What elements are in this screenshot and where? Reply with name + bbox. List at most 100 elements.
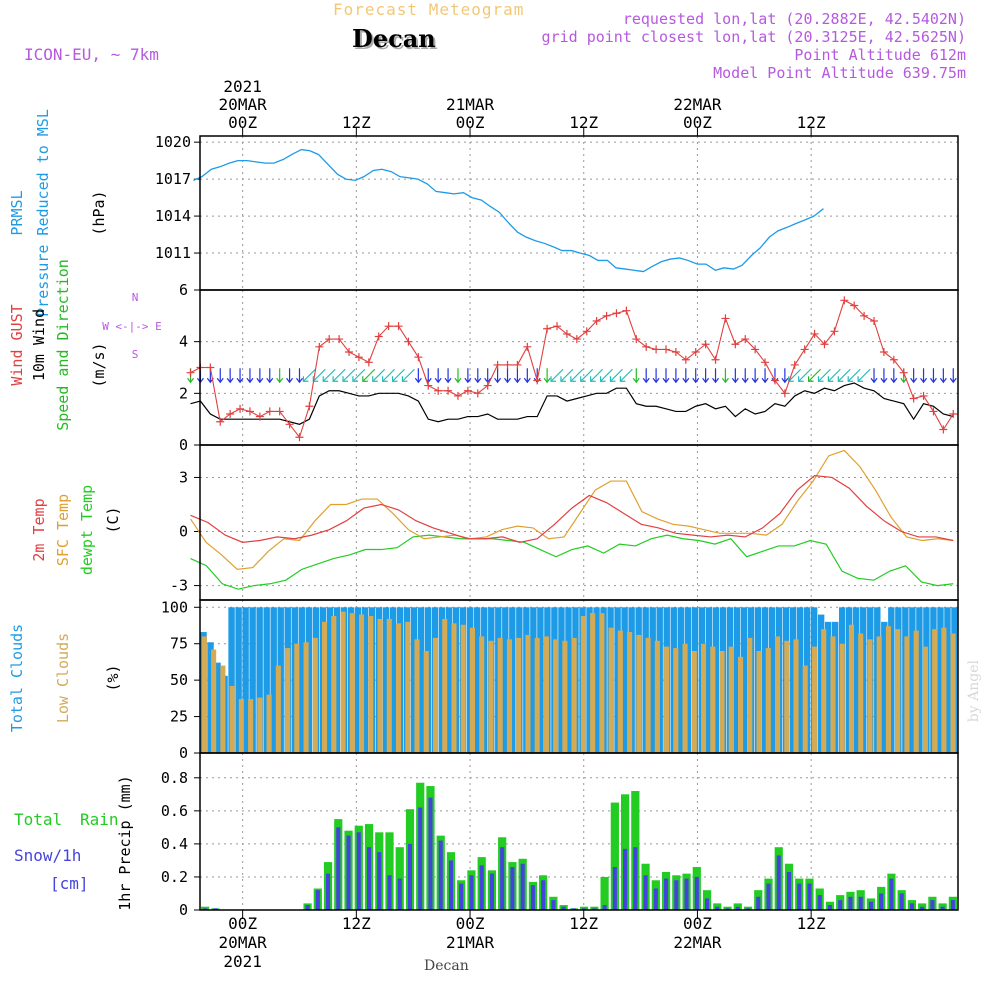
footer-location: Decan (424, 958, 469, 974)
pressure-tick-label: 1014 (155, 207, 191, 225)
gust-point (671, 348, 680, 356)
wind-tick-label: 2 (179, 384, 188, 402)
low-cloud-bar (414, 639, 420, 753)
wind-direction-arrow (570, 368, 584, 382)
rain-bar (713, 903, 722, 910)
snow-bar (920, 906, 925, 910)
wind-direction-arrowhead (216, 377, 224, 384)
gust-point (939, 425, 948, 434)
wind-direction-arrowhead (266, 377, 274, 384)
wind-direction-arrowhead (870, 377, 878, 384)
low-cloud-bar (654, 640, 660, 753)
gust-point (731, 340, 740, 349)
gust-point (345, 348, 354, 356)
total-cloud-bar (677, 607, 684, 753)
time-tick-label-bottom: 00Z (683, 914, 712, 933)
gust-point (444, 386, 453, 395)
precip-tick-label: 0.4 (161, 835, 188, 853)
low-cloud-bar (460, 624, 466, 753)
low-cloud-bar (322, 621, 328, 753)
wind-direction-arrowhead (382, 376, 388, 382)
gust-point (404, 337, 413, 346)
gust-point (473, 389, 482, 398)
snow-bar (858, 896, 863, 910)
total-cloud-bar (305, 607, 312, 753)
total-cloud-bar (768, 607, 776, 753)
sfc-temp-label: SFC Temp (54, 494, 72, 566)
snow-bar (653, 888, 658, 910)
snow-bar (612, 867, 617, 910)
low-cloud-bar (774, 636, 781, 753)
wind-direction-arrowhead (236, 377, 244, 384)
snow-bar (848, 896, 853, 910)
total-cloud-bar (796, 607, 804, 753)
snow-bar (448, 860, 454, 910)
rain-bar (610, 802, 619, 910)
wind-direction-arrowhead (652, 377, 660, 384)
total-cloud-bar (382, 607, 390, 753)
total-cloud-bar (565, 607, 572, 753)
wind-direction-arrowhead (920, 377, 928, 384)
snow-unit: [cm] (50, 874, 89, 893)
time-tick-label-bottom: 12Z (342, 914, 371, 933)
gust-point (632, 335, 641, 344)
precip-unit: 1hr Precip (mm) (116, 775, 134, 910)
wind-label: 10m Wind (30, 309, 48, 381)
cloud-tick-label: 100 (161, 598, 188, 616)
wind-direction-arrowhead (847, 376, 854, 382)
low-cloud-bar (294, 643, 300, 753)
snow-bar (674, 880, 679, 910)
gust-point (711, 355, 720, 364)
low-cloud-bar (932, 629, 938, 753)
total-cloud-bar (824, 621, 832, 753)
cloud-tick-label: 25 (170, 708, 188, 726)
wind-direction-arrowhead (543, 377, 551, 384)
snow-bar (520, 863, 525, 910)
wind-direction-arrowhead (286, 377, 294, 384)
gust-point (384, 322, 393, 331)
wind-gust-line (190, 299, 954, 439)
low-cloud-bar (303, 642, 309, 753)
snow-bar (561, 906, 566, 910)
low-cloud-bar (442, 618, 448, 753)
low-cloud-bar (904, 636, 910, 753)
wind-direction-arrowhead (817, 376, 824, 382)
low-cloud-bar (811, 646, 818, 753)
low-cloud-bar (627, 632, 633, 753)
wind-direction-arrowhead (731, 377, 739, 384)
low-cloud-bar (645, 637, 651, 753)
date-label-top: 20MAR (219, 95, 268, 114)
total-cloud-bar (881, 621, 888, 753)
low-cloud-bar (682, 643, 688, 753)
wind-tick-label: 0 (179, 436, 188, 454)
wind-direction-arrowhead (632, 377, 640, 384)
total-cloud-bar (937, 607, 944, 753)
low-cloud-bar (331, 616, 337, 753)
gust-point (790, 360, 799, 369)
wind-direction-arrowhead (692, 377, 700, 384)
pressure-label: PRMSL (8, 190, 26, 235)
gust-point (275, 407, 284, 416)
gust-point (354, 353, 363, 362)
low-cloud-bar (405, 621, 411, 753)
low-cloud-bar (867, 639, 873, 753)
snow-bar (684, 878, 689, 910)
snow-bar (489, 873, 494, 910)
precip-tick-label: 0 (179, 901, 188, 919)
gust-point (186, 368, 195, 377)
total-cloud-bar (789, 607, 797, 753)
total-cloud-bar (649, 607, 656, 753)
wind-direction-arrowhead (434, 377, 442, 384)
snow-bar (879, 893, 884, 910)
snow-bar (530, 885, 535, 910)
wind-direction-arrow (332, 368, 346, 382)
low-cloud-bar (636, 634, 642, 753)
low-cloud-bar (848, 624, 855, 753)
wind-direction-arrowhead (296, 377, 303, 384)
snow-bar (582, 908, 587, 910)
wind-direction-arrowhead (619, 376, 626, 382)
total-cloud-bar (537, 607, 544, 753)
total-cloud-bar (354, 607, 362, 753)
gust-point (572, 335, 581, 344)
wind-direction-arrowhead (560, 376, 566, 382)
